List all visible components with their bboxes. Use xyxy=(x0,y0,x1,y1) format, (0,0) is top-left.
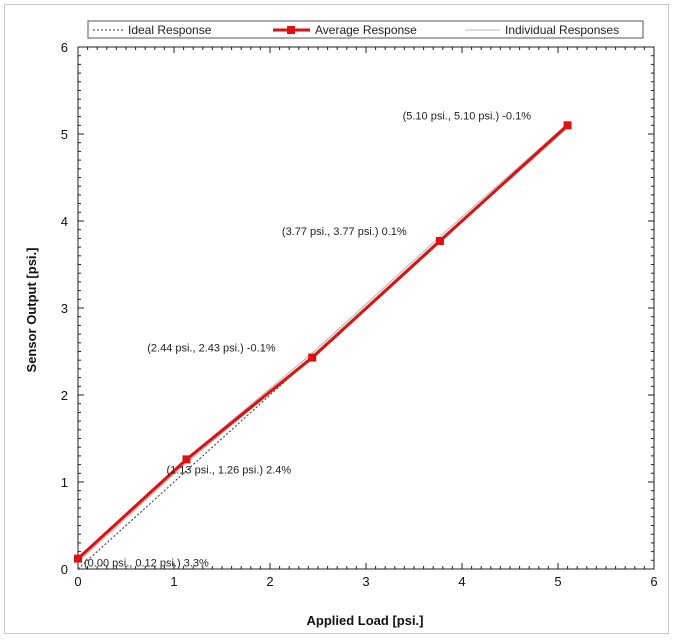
chart-frame: Ideal Response Average Response Individu… xyxy=(4,4,669,634)
y-tick-label: 0 xyxy=(61,562,68,577)
x-tick-label: 5 xyxy=(554,574,561,589)
series-average-point xyxy=(308,353,317,362)
data-annotation: (1.13 psi., 1.26 psi.) 2.4% xyxy=(166,464,291,476)
x-tick-label: 2 xyxy=(266,574,273,589)
y-tick-label: 4 xyxy=(61,214,68,229)
line-chart: Ideal Response Average Response Individu… xyxy=(24,20,658,628)
x-tick-label: 3 xyxy=(362,574,369,589)
y-axis-title: Sensor Output [psi.] xyxy=(24,248,39,373)
series-average-point xyxy=(435,237,444,246)
data-annotation: (5.10 psi., 5.10 psi.) -0.1% xyxy=(403,110,532,122)
legend-label-individual: Individual Responses xyxy=(505,23,619,37)
series-average-point xyxy=(74,554,82,563)
x-tick-label: 0 xyxy=(74,574,81,589)
legend-label-ideal: Ideal Response xyxy=(128,23,212,37)
data-annotation: (3.77 psi., 3.77 psi.) 0.1% xyxy=(282,226,407,238)
x-tick-label: 1 xyxy=(170,574,177,589)
x-tick-label: 6 xyxy=(650,574,657,589)
y-tick-label: 2 xyxy=(61,388,68,403)
legend-label-average: Average Response xyxy=(315,23,417,37)
legend: Ideal Response Average Response Individu… xyxy=(87,20,644,39)
series-average-point xyxy=(182,455,191,464)
data-annotation: (0.00 psi., 0.12 psi.) 3.3% xyxy=(84,558,209,570)
data-annotation: (2.44 psi., 2.43 psi.) -0.1% xyxy=(147,343,276,355)
legend-swatch-average-marker xyxy=(287,26,295,34)
x-axis-title: Applied Load [psi.] xyxy=(307,613,424,628)
x-tick-label: 4 xyxy=(458,574,465,589)
y-tick-label: 5 xyxy=(61,127,68,142)
plot-area: 0 1 2 3 4 5 6 0 1 2 3 4 5 6 (0.00 psi., 0.12 psi.) 3.3… xyxy=(61,40,658,589)
legend-box xyxy=(87,20,644,39)
y-tick-label: 1 xyxy=(61,475,68,490)
series-average-point xyxy=(563,121,572,130)
y-tick-label: 6 xyxy=(61,40,68,55)
y-tick-label: 3 xyxy=(61,301,68,316)
